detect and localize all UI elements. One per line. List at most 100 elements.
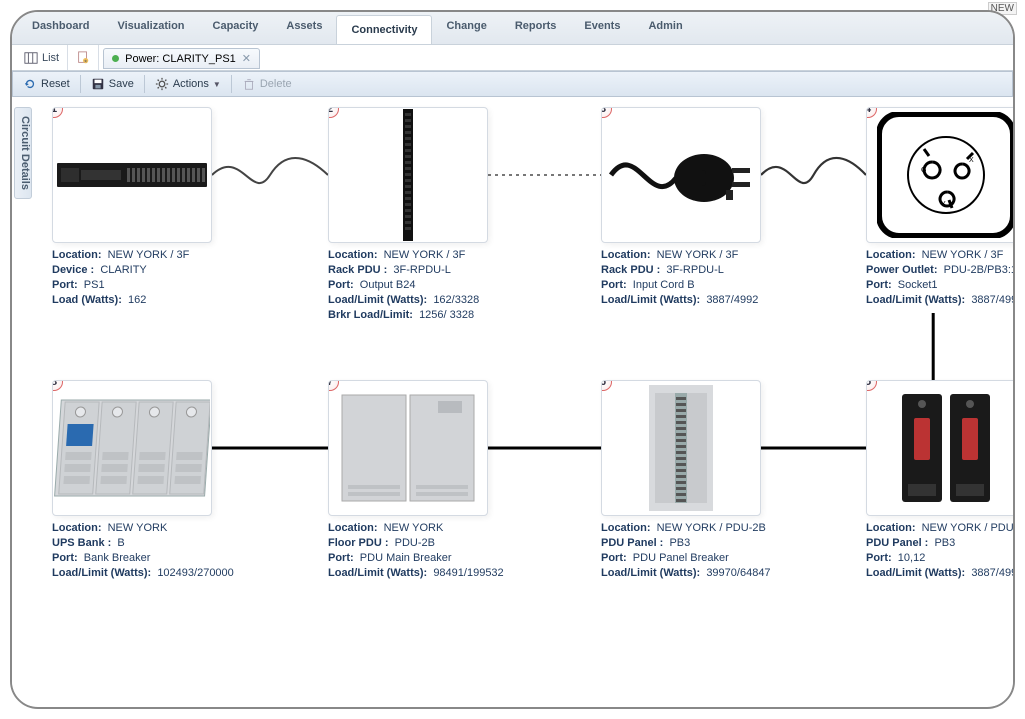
node-field: Location: NEW YORK / 3F — [52, 249, 212, 261]
node-meta: Location: NEW YORK / PDU-2B PDU Panel : P… — [601, 522, 761, 579]
nav-tab-visualization[interactable]: Visualization — [103, 12, 198, 44]
node-image: 4 GXY — [866, 107, 1015, 243]
node-field: Floor PDU : PDU-2B — [328, 537, 488, 549]
node-field: Port: 10,12 — [866, 552, 1015, 564]
svg-text:X: X — [969, 157, 974, 164]
doc-tab[interactable]: Power: CLARITY_PS1 ✕ — [103, 48, 260, 69]
node-field: Load/Limit (Watts): 3887/4992 — [601, 294, 761, 306]
node-field: Load/Limit (Watts): 102493/270000 — [52, 567, 212, 579]
toolbar: Reset Save Actions ▼ Delete — [12, 71, 1013, 97]
node-field: Rack PDU : 3F-RPDU-L — [328, 264, 488, 276]
node-field: Device : CLARITY — [52, 264, 212, 276]
new-doc-icon: ★ — [76, 51, 90, 65]
reset-label: Reset — [41, 78, 70, 90]
node-field: Port: Output B24 — [328, 279, 488, 291]
node-meta: Location: NEW YORK / PDU-2B PDU Panel : P… — [866, 522, 1015, 579]
close-icon[interactable]: ✕ — [242, 52, 251, 65]
node-2[interactable]: 2 Location: NEW YORK / 3F Rack PDU : 3F-R… — [328, 107, 488, 324]
chevron-down-icon: ▼ — [213, 80, 221, 89]
new-doc-button[interactable]: ★ — [68, 45, 99, 70]
node-image: 1 — [52, 107, 212, 243]
node-image: 3 — [601, 107, 761, 243]
svg-text:G: G — [921, 167, 926, 174]
node-field: Load (Watts): 162 — [52, 294, 212, 306]
actions-button[interactable]: Actions ▼ — [149, 75, 227, 93]
nav-tab-admin[interactable]: Admin — [634, 12, 696, 44]
node-field: Location: NEW YORK / 3F — [328, 249, 488, 261]
node-4[interactable]: 4 GXY Location: NEW YORK / 3FPower Outle… — [866, 107, 1015, 309]
save-label: Save — [109, 78, 134, 90]
nav-tab-capacity[interactable]: Capacity — [199, 12, 273, 44]
node-image: 6 — [601, 380, 761, 516]
trash-icon — [242, 77, 256, 91]
nav-tab-connectivity[interactable]: Connectivity — [336, 15, 432, 44]
status-dot-icon — [112, 55, 119, 62]
node-number-badge: 2 — [328, 107, 339, 118]
delete-label: Delete — [260, 78, 292, 90]
node-8[interactable]: 8 Location: NEW YORKUPS Bank : BPort: Ba… — [52, 380, 212, 582]
side-panel-label: Circuit Details — [19, 116, 31, 190]
circuit-details-panel-toggle[interactable]: Circuit Details — [14, 107, 32, 199]
node-field: PDU Panel : PB3 — [866, 537, 1015, 549]
node-meta: Location: NEW YORK / 3F Rack PDU : 3F-RPD… — [328, 249, 488, 321]
node-7[interactable]: 7 Location: NEW YORK Floor PDU : PDU-2B Po… — [328, 380, 488, 582]
node-number-badge: 5 — [866, 380, 877, 391]
nav-tab-events[interactable]: Events — [570, 12, 634, 44]
svg-text:★: ★ — [84, 58, 88, 63]
actions-label: Actions — [173, 78, 209, 90]
node-field: Port: Socket1 — [866, 279, 1015, 291]
node-1[interactable]: 1 Location: NEW YORK / 3F Device : CLARIT… — [52, 107, 212, 309]
node-image: 5 — [866, 380, 1015, 516]
node-meta: Location: NEW YORK / 3F Rack PDU : 3F-RPD… — [601, 249, 761, 306]
node-field: Port: Bank Breaker — [52, 552, 212, 564]
save-button[interactable]: Save — [85, 75, 140, 93]
main-nav: DashboardVisualizationCapacityAssetsConn… — [12, 12, 1013, 45]
list-button[interactable]: List — [16, 45, 68, 70]
nav-tab-change[interactable]: Change — [432, 12, 500, 44]
gear-icon — [155, 77, 169, 91]
nav-tab-assets[interactable]: Assets — [272, 12, 336, 44]
node-number-badge: 1 — [52, 107, 63, 118]
node-6[interactable]: 6 Location: NEW YORK / PDU-2B PDU Panel :… — [601, 380, 761, 582]
node-field: Port: PS1 — [52, 279, 212, 291]
node-field: Brkr Load/Limit: 1256/ 3328 — [328, 309, 488, 321]
delete-button[interactable]: Delete — [236, 75, 298, 93]
node-field: Location: NEW YORK / 3F — [866, 249, 1015, 261]
svg-text:Y: Y — [941, 201, 946, 208]
node-meta: Location: NEW YORK / 3F Device : CLARITY P… — [52, 249, 212, 306]
diagram-canvas: 1 Location: NEW YORK / 3F Device : CLARIT… — [38, 97, 1013, 706]
node-field: Location: NEW YORK — [328, 522, 488, 534]
node-image: 2 — [328, 107, 488, 243]
node-meta: Location: NEW YORK UPS Bank : B Port: Bank… — [52, 522, 212, 579]
node-image: 7 — [328, 380, 488, 516]
node-field: Location: NEW YORK / PDU-2B — [866, 522, 1015, 534]
node-meta: Location: NEW YORK / 3FPower Outlet: PDU… — [866, 249, 1015, 306]
node-field: Load/Limit (Watts): 162/3328 — [328, 294, 488, 306]
node-3[interactable]: 3 Location: NEW YORK / 3F Rack PDU : 3F-R… — [601, 107, 761, 309]
reset-button[interactable]: Reset — [17, 75, 76, 93]
app-frame: DashboardVisualizationCapacityAssetsConn… — [10, 10, 1015, 709]
node-field: Load/Limit (Watts): 39970/64847 — [601, 567, 761, 579]
node-field: Location: NEW YORK / 3F — [601, 249, 761, 261]
node-field: Location: NEW YORK / PDU-2B — [601, 522, 761, 534]
nav-tab-reports[interactable]: Reports — [501, 12, 571, 44]
node-field: Port: Input Cord B — [601, 279, 761, 291]
node-field: Port: PDU Main Breaker — [328, 552, 488, 564]
node-field: Rack PDU : 3F-RPDU-L — [601, 264, 761, 276]
list-label: List — [42, 52, 59, 64]
nav-tab-dashboard[interactable]: Dashboard — [18, 12, 103, 44]
node-number-badge: 3 — [601, 107, 612, 118]
node-number-badge: 6 — [601, 380, 612, 391]
list-icon — [24, 51, 38, 65]
node-5[interactable]: 5 Location: NEW YORK / PDU-2B PDU Panel :… — [866, 380, 1015, 582]
node-meta: Location: NEW YORK Floor PDU : PDU-2B Port… — [328, 522, 488, 579]
save-icon — [91, 77, 105, 91]
separator — [144, 75, 145, 93]
node-field: Port: PDU Panel Breaker — [601, 552, 761, 564]
node-field: Load/Limit (Watts): 98491/199532 — [328, 567, 488, 579]
node-field: UPS Bank : B — [52, 537, 212, 549]
node-field: PDU Panel : PB3 — [601, 537, 761, 549]
node-field: Load/Limit (Watts): 3887/4992 — [866, 294, 1015, 306]
node-field: Load/Limit (Watts): 3887/4992 — [866, 567, 1015, 579]
node-field: Location: NEW YORK — [52, 522, 212, 534]
